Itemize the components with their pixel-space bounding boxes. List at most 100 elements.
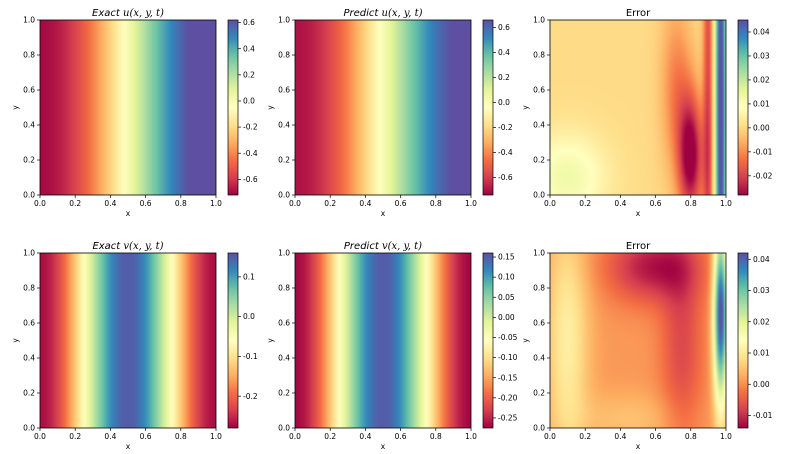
chart-title: Predict v(x, y, t) [344,241,422,252]
y-tick-label: 0.2 [23,156,35,165]
colorbar-tick-label: -0.2 [243,392,258,401]
x-tick-label: 0.8 [430,199,442,208]
x-tick-label: 0.0 [34,199,46,208]
y-tick-label: 0.6 [23,86,35,95]
y-tick-label: 0.8 [533,284,545,293]
plot-frame [294,252,472,429]
y-tick-label: 0.2 [278,156,290,165]
y-axis-label: y [521,105,530,110]
x-tick-label: 0.8 [685,199,697,208]
colorbar-tick-label: -0.20 [498,393,518,402]
colorbar-tick-label: 0.4 [498,48,510,57]
y-axis-label: y [11,338,20,343]
x-tick-label: 0.6 [140,432,152,441]
x-tick-label: 0.2 [579,432,591,441]
colorbar-tick-label: 0.1 [243,272,255,281]
chart-title: Error [626,8,651,19]
chart-title: Exact v(x, y, t) [92,241,163,252]
x-tick-label: 1.0 [210,432,222,441]
y-tick-label: 0.4 [278,354,290,363]
colorbar-tick-label: 0.2 [498,73,510,82]
x-tick-label: 1.0 [720,432,732,441]
x-tick-label: 0.6 [395,199,407,208]
x-tick-label: 0.2 [324,432,336,441]
x-tick-label: 0.2 [324,199,336,208]
x-tick-label: 0.8 [430,432,442,441]
x-tick-label: 0.0 [544,432,556,441]
colorbar-tick-label: 0.00 [753,380,770,389]
x-tick-label: 0.0 [289,199,301,208]
y-tick-label: 0.0 [533,191,545,200]
x-tick-label: 0.4 [614,432,626,441]
y-tick-label: 1.0 [533,16,545,25]
y-tick-label: 0.2 [23,389,35,398]
x-tick-label: 0.4 [359,199,371,208]
heatmap-panel-2: Predict u(x, y, t) 0.0 0.2 0.4 0.6 0.8 1.0 x 0.0… [266,8,513,218]
x-tick-label: 1.0 [210,199,222,208]
y-tick-label: 0.8 [23,51,35,60]
colorbar-tick-label: 0.01 [753,349,770,358]
y-tick-label: 0.6 [278,86,290,95]
colorbar-tick-label: 0.00 [753,123,770,132]
colorbar-tick-label: -0.2 [243,123,258,132]
plot-frame [294,19,472,196]
y-tick-label: 0.6 [533,319,545,328]
x-tick-label: 0.2 [69,199,81,208]
x-tick-label: 0.0 [289,432,301,441]
x-tick-label: 0.0 [544,199,556,208]
plot-frame [39,19,217,196]
y-tick-label: 0.0 [23,424,35,433]
y-axis-label: y [266,105,275,110]
colorbar-tick-label: -0.01 [753,147,773,156]
y-tick-label: 0.2 [278,389,290,398]
y-tick-label: 0.8 [533,51,545,60]
colorbar-tick-label: -0.05 [498,333,518,342]
heatmap-field [40,253,216,428]
y-tick-label: 1.0 [533,249,545,258]
y-tick-label: 0.0 [278,191,290,200]
colorbar-tick-label: 0.0 [243,312,255,321]
y-tick-label: 0.4 [278,121,290,130]
heatmap-panel-1: Exact u(x, y, t)0.0 0.2 0.4 0.6 0.8 1.0x0.00.… [11,8,258,218]
y-tick-label: 1.0 [23,249,35,258]
heatmap-panel-4: Exact v(x, y, t) 0.0 0.2 0.4 0.6 0.8 1.0 x 0.0 0.… [11,241,258,451]
x-tick-label: 0.2 [579,199,591,208]
chart-title: Predict u(x, y, t) [344,8,423,19]
x-tick-label: 1.0 [465,432,477,441]
colorbar-tick-label: 0.02 [753,317,770,326]
colorbar [482,252,494,429]
plot-frame [39,252,217,429]
x-axis-label: x [381,209,386,218]
colorbar-tick-label: 0.0 [243,97,255,106]
colorbar-tick-label: 0.04 [753,28,770,37]
colorbar-tick-label: -0.10 [498,353,518,362]
y-axis-label: y [266,338,275,343]
plot-frame [549,252,727,429]
y-tick-label: 1.0 [23,16,35,25]
y-tick-label: 0.4 [23,354,35,363]
colorbar-tick-label: -0.15 [498,373,518,382]
colorbar [227,252,239,429]
y-tick-label: 0.2 [533,156,545,165]
colorbar-tick-label: -0.6 [243,175,258,184]
heatmap-panel-3: Error 0.0 0.2 0.4 0.6 0.8 1.0 x 0.0 0.2 0.4 0.6 0.8 1… [521,8,773,218]
y-axis-label: y [11,105,20,110]
x-tick-label: 0.8 [175,432,187,441]
x-tick-label: 0.6 [395,432,407,441]
x-axis-label: x [126,209,131,218]
colorbar-tick-label: 0.03 [753,52,770,61]
heatmap-panel-6: Error 0.0 0.2 0.4 0.6 0.8 1.0 x 0.0 0.2 0.4 0.6 0.8 1… [521,241,773,451]
colorbar [482,19,494,196]
colorbar-tick-label: -0.4 [498,148,513,157]
colorbar-tick-label: 0.2 [243,70,255,79]
colorbar-tick-label: -0.2 [498,123,513,132]
colorbar [737,19,749,196]
plot-frame [549,19,727,196]
y-tick-label: 0.8 [278,51,290,60]
colorbar-tick-label: -0.02 [753,171,773,180]
x-axis-label: x [126,442,131,451]
x-tick-label: 0.4 [359,432,371,441]
y-axis-label: y [521,338,530,343]
x-tick-label: 0.6 [140,199,152,208]
